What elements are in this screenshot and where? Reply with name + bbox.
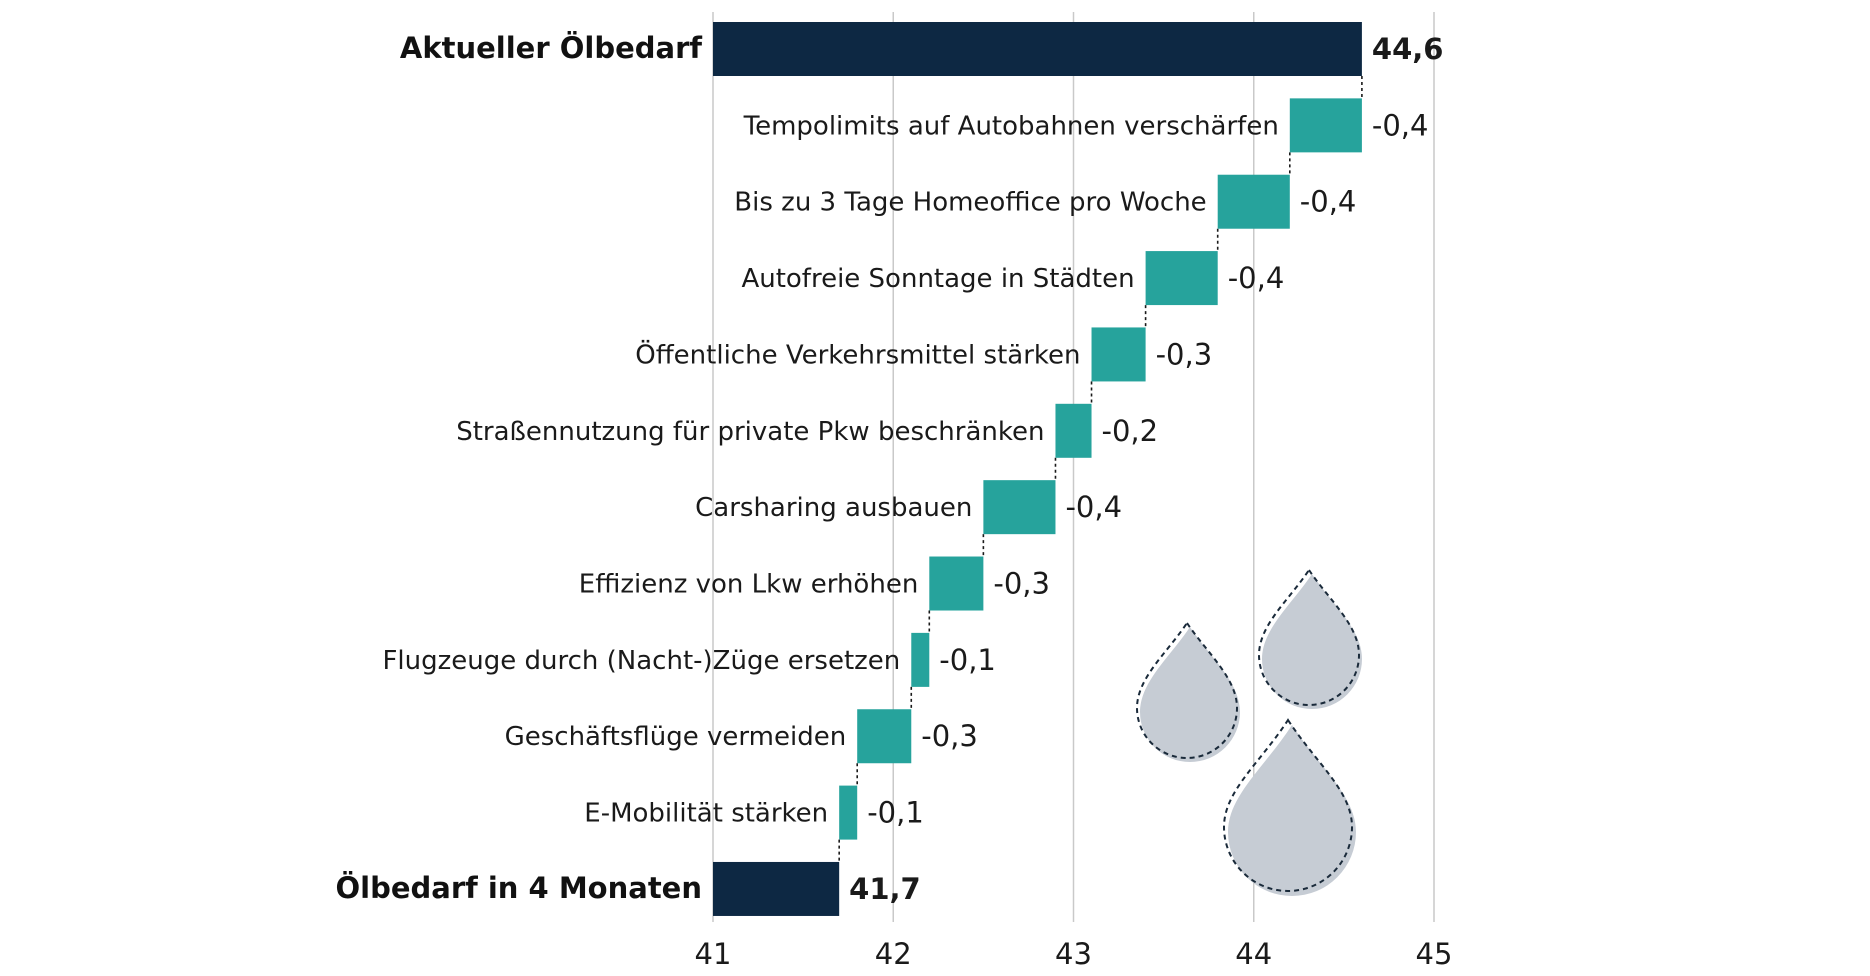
reduction-bar [1145,251,1218,306]
total-label: Aktueller Ölbedarf [400,31,703,65]
category-label: Flugzeuge durch (Nacht-)Züge ersetzen [382,646,900,676]
reduction-bar [1055,403,1092,458]
oil-drop-outline-icon [1257,568,1361,706]
category-labels: Aktueller Ölbedarf Tempolimits auf Autoba… [336,31,1279,905]
oil-drop-icon [1228,725,1356,896]
category-label: Bis zu 3 Tage Homeoffice pro Woche [734,188,1206,218]
value-labels: 44,6 -0,4 -0,4 -0,4 -0,3 -0,2 -0,4 -0,3 -0,1 -0,3… [849,32,1443,906]
x-tick-label: 44 [1235,937,1272,971]
category-label: Öffentliche Verkehrsmittel stärken [635,338,1080,370]
value-label: -0,3 [1156,337,1213,371]
category-label: Geschäftsflüge vermeiden [505,722,847,752]
category-label: Straßennutzung für private Pkw beschränk… [456,417,1044,447]
total-bar [713,861,840,916]
value-label: -0,4 [1065,490,1122,524]
x-tick-label: 42 [875,937,912,971]
value-label: -0,4 [1300,185,1357,219]
x-tick-label: 41 [695,937,732,971]
bars [713,22,1362,916]
value-label: 41,7 [849,872,921,906]
oil-drop-outline-icon [1222,718,1354,892]
oil-drop-outline-icon [1135,621,1239,759]
value-label: -0,1 [939,643,996,677]
value-label: -0,4 [1372,108,1429,142]
value-label: -0,3 [921,719,978,753]
total-bar [713,22,1362,76]
reduction-bar [983,480,1056,535]
reduction-bar [1217,174,1290,229]
reduction-bar [1289,98,1362,153]
x-axis-tick-labels: 41 42 43 44 45 [695,937,1453,971]
value-label: -0,1 [867,796,924,830]
gridlines [712,12,1435,922]
reduction-bar [857,709,912,764]
reduction-bar [911,632,930,687]
value-label: -0,2 [1102,414,1159,448]
value-label: 44,6 [1372,32,1444,66]
value-label: -0,3 [993,567,1050,601]
x-tick-label: 43 [1055,937,1092,971]
reduction-bar [929,556,984,611]
category-label: E-Mobilität stärken [584,799,828,829]
x-tick-label: 45 [1416,937,1453,971]
category-label: Tempolimits auf Autobahnen verschärfen [743,111,1279,141]
value-label: -0,4 [1228,261,1285,295]
reduction-bar [839,785,858,840]
oil-drops-decoration [1135,568,1362,896]
total-label: Ölbedarf in 4 Monaten [336,871,703,905]
category-label: Autofreie Sonntage in Städten [741,264,1134,294]
category-label: Effizienz von Lkw erhöhen [579,570,919,600]
category-label: Carsharing ausbauen [695,493,972,523]
reduction-bar [1091,327,1146,382]
connector-lines [838,76,1363,862]
